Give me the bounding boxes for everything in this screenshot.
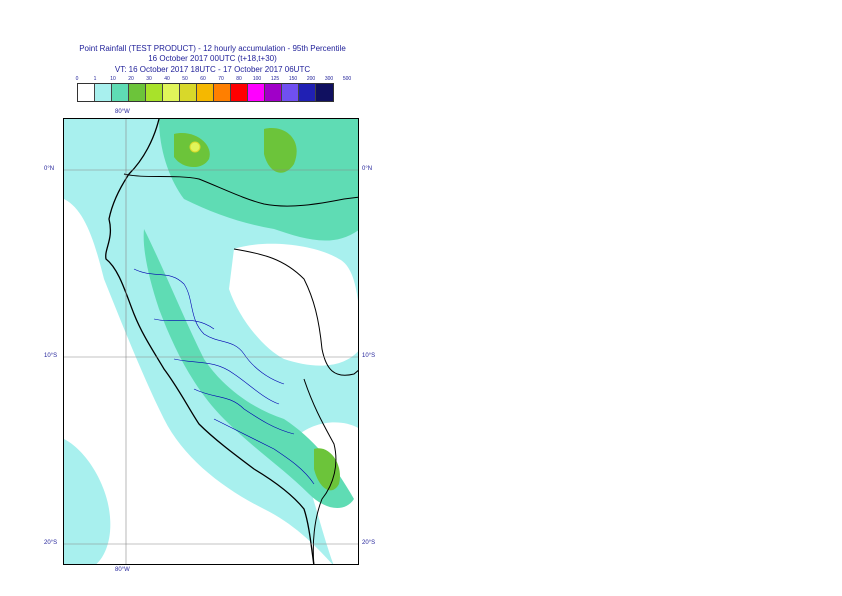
- legend-swatch: [95, 84, 112, 101]
- country-border-north: [123, 173, 358, 207]
- legend-threshold-label: 200: [306, 76, 316, 82]
- rain-maximum: [189, 141, 201, 153]
- legend-swatch: [316, 84, 333, 101]
- dry-area-ocean-south: [64, 439, 111, 564]
- map-canvas: [64, 119, 358, 564]
- legend-threshold-label: 300: [324, 76, 334, 82]
- legend-swatch: [248, 84, 265, 101]
- lat-label-right-0: 0°N: [362, 166, 373, 172]
- legend-threshold-label: 1: [93, 76, 97, 82]
- lon-label-top: 80°W: [115, 109, 130, 115]
- legend-threshold-label: 100: [252, 76, 262, 82]
- dry-area-ocean: [64, 199, 333, 564]
- legend-swatch: [129, 84, 146, 101]
- lat-label-left-10s: 10°S: [44, 353, 58, 359]
- dry-area-amazon: [229, 243, 358, 366]
- lat-label-right-10s: 10°S: [362, 353, 376, 359]
- lat-label-left-0: 0°N: [44, 166, 55, 172]
- legend-swatch: [112, 84, 129, 101]
- legend-threshold-label: 50: [182, 76, 188, 82]
- legend-labels: 0 1 10 20 30 40 50 60 70 80 100 125 150 200 300 500: [70, 76, 360, 84]
- legend-swatch: [197, 84, 214, 101]
- legend-swatch: [180, 84, 197, 101]
- valid-time: VT: 16 October 2017 18UTC - 17 October 2…: [114, 65, 311, 74]
- legend-swatch: [163, 84, 180, 101]
- rain-field-moderate-andes: [143, 229, 354, 509]
- lat-label-right-20s: 20°S: [362, 540, 376, 546]
- legend-threshold-label: 500: [342, 76, 352, 82]
- legend-threshold-label: 30: [146, 76, 152, 82]
- country-border-peru-brazil: [233, 248, 358, 376]
- rain-patch-south: [314, 448, 340, 491]
- legend-swatch: [146, 84, 163, 101]
- legend-swatch: [78, 84, 95, 101]
- legend-threshold-label: 0: [75, 76, 79, 82]
- legend-swatch: [282, 84, 299, 101]
- lon-label-bottom: 80°W: [115, 567, 130, 573]
- lat-label-left-20s: 20°S: [44, 540, 58, 546]
- country-border-bolivia: [303, 378, 337, 564]
- legend-threshold-label: 10: [110, 76, 116, 82]
- legend-swatch: [214, 84, 231, 101]
- legend-threshold-label: 70: [218, 76, 224, 82]
- admin-borders: [133, 268, 315, 485]
- legend-threshold-label: 150: [288, 76, 298, 82]
- legend-threshold-label: 60: [200, 76, 206, 82]
- legend-threshold-label: 80: [236, 76, 242, 82]
- legend-threshold-label: 20: [128, 76, 134, 82]
- legend-swatch: [231, 84, 248, 101]
- rain-patch-east: [264, 128, 297, 173]
- legend-swatch: [265, 84, 282, 101]
- legend-threshold-label: 125: [270, 76, 280, 82]
- color-legend: [77, 83, 334, 102]
- legend-threshold-label: 40: [164, 76, 170, 82]
- map-title: Point Rainfall (TEST PRODUCT) - 12 hourl…: [79, 44, 346, 53]
- legend-swatch: [299, 84, 316, 101]
- coastline: [105, 119, 315, 564]
- map-panel: [63, 118, 359, 565]
- base-time: 16 October 2017 00UTC (t+18,t+30): [148, 54, 277, 63]
